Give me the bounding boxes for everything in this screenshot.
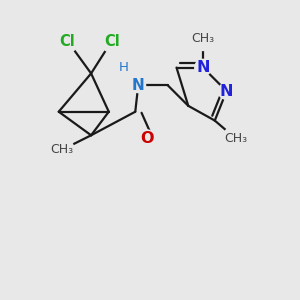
- Circle shape: [131, 78, 146, 93]
- Circle shape: [117, 61, 130, 74]
- Circle shape: [49, 138, 74, 162]
- Text: N: N: [220, 84, 233, 99]
- Text: CH₃: CH₃: [191, 32, 214, 45]
- Text: H: H: [118, 61, 128, 74]
- Circle shape: [195, 59, 211, 76]
- Circle shape: [56, 30, 79, 52]
- Text: Cl: Cl: [104, 34, 120, 49]
- Text: N: N: [132, 78, 145, 93]
- Circle shape: [223, 126, 248, 151]
- Text: CH₃: CH₃: [224, 132, 247, 145]
- Text: N: N: [196, 60, 210, 75]
- Circle shape: [190, 26, 215, 50]
- Text: CH₃: CH₃: [50, 143, 73, 157]
- Circle shape: [218, 83, 235, 99]
- Circle shape: [139, 130, 155, 146]
- Text: O: O: [140, 131, 154, 146]
- Text: Cl: Cl: [60, 34, 75, 49]
- Circle shape: [100, 30, 123, 52]
